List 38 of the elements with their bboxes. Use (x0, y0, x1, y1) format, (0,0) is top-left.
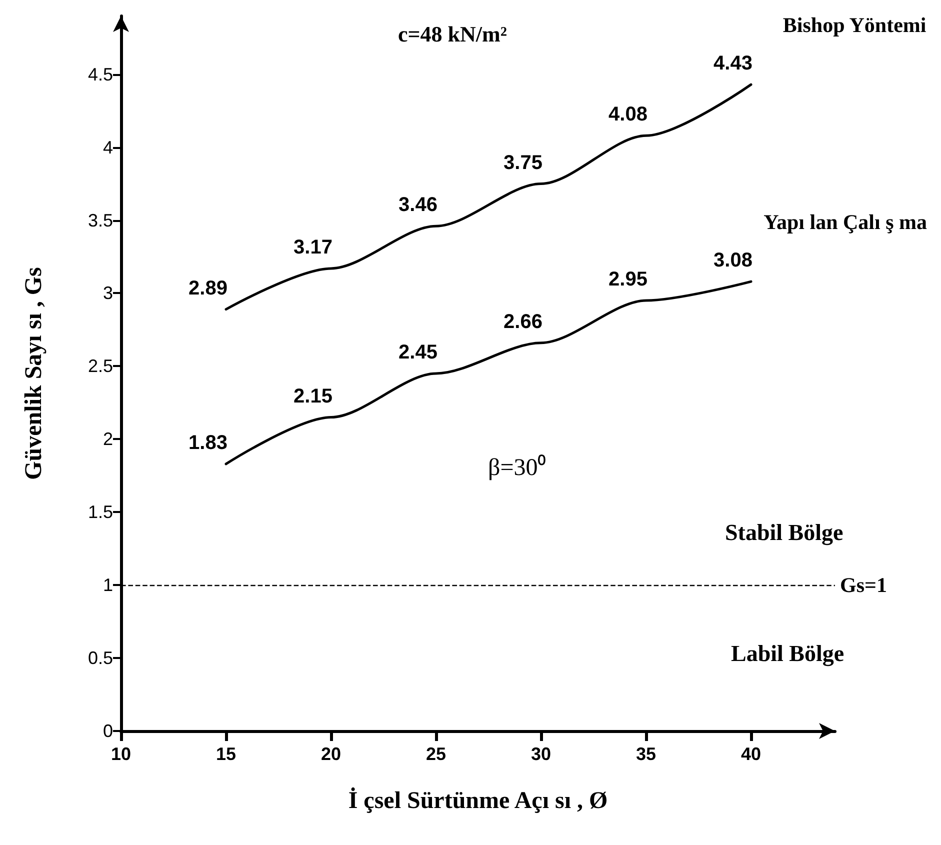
ref-line-label: Gs=1 (840, 573, 887, 598)
data-label: 3.08 (714, 250, 752, 272)
data-label: 4.08 (608, 104, 648, 126)
data-label: 3.46 (398, 194, 438, 216)
annotation: Labil Bölge (731, 641, 844, 667)
data-label: 4.43 (714, 52, 752, 75)
x-axis-title: İ çsel Sürtünme Açı sı , Ø (348, 787, 608, 814)
x-tick-label: 35 (636, 744, 656, 764)
x-tick-label: 30 (530, 744, 552, 764)
y-tick-label: 2 (102, 429, 113, 450)
x-tick-label: 25 (426, 744, 446, 764)
data-label: 2.45 (398, 342, 438, 364)
y-tick-label: 4 (102, 137, 113, 158)
y-tick-label: 4.5 (88, 64, 113, 84)
y-tick-label: 0 (102, 721, 113, 741)
data-label: 2.66 (504, 310, 542, 333)
data-label: 2.89 (188, 277, 228, 300)
y-tick-label: 3 (102, 283, 113, 304)
text: Yapı lan Çalı ş ma (764, 210, 928, 234)
data-label: 3.75 (504, 152, 542, 174)
y-tick-label: 3.5 (88, 210, 113, 230)
annotation: Stabil Bölge (725, 520, 844, 546)
annotation: β=30⁰ (488, 454, 546, 481)
data-label: 1.83 (188, 432, 228, 454)
y-tick-label: 2.5 (88, 356, 113, 376)
annotation: c=48 kN/m² (398, 22, 508, 46)
x-tick-label: 20 (320, 744, 342, 764)
x-tick-label: 10 (110, 744, 132, 764)
x-tick-label: 40 (740, 744, 762, 764)
x-tick-label: 15 (216, 744, 236, 764)
data-label: 3.17 (294, 236, 332, 258)
y-axis-title: Güvenlik Sayı sı , Gs (21, 267, 47, 480)
data-label: 2.15 (294, 385, 332, 408)
y-tick-label: 0.5 (88, 648, 113, 668)
y-tick-label: 1 (102, 575, 113, 596)
y-tick-label: 1.5 (88, 502, 113, 522)
data-label: 2.95 (608, 268, 648, 291)
text: Bishop Yöntemi (782, 13, 926, 38)
